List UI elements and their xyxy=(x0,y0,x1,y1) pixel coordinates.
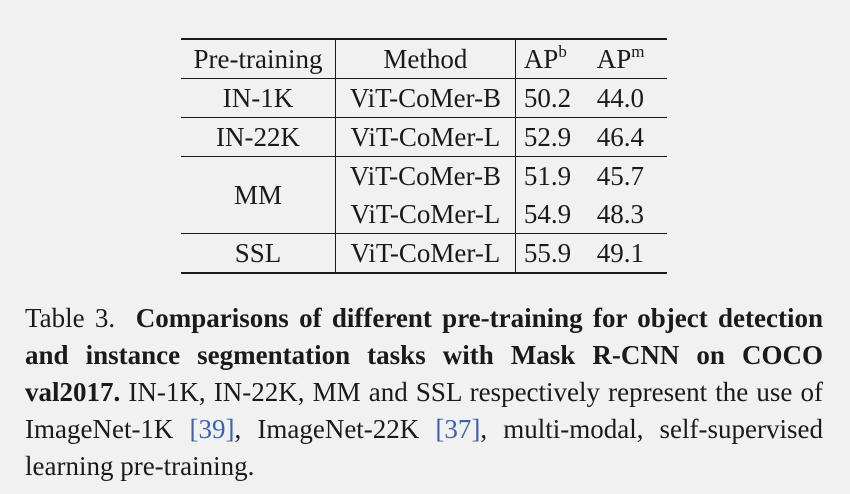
header-pretraining: Pre-training xyxy=(181,39,336,79)
cell-method: ViT-CoMer-L xyxy=(335,195,516,234)
caption-text: , ImageNet-22K xyxy=(234,414,420,444)
header-apm-base: AP xyxy=(596,43,632,74)
citation-link[interactable]: [37] xyxy=(435,414,481,444)
cell-pretraining: SSL xyxy=(181,233,336,273)
cell-method: ViT-CoMer-L xyxy=(335,117,516,157)
header-method: Method xyxy=(335,39,516,79)
caption-text: , multi-modal, self-supervised learning … xyxy=(25,414,823,481)
cell-apm: 46.4 xyxy=(596,121,645,152)
results-table: Pre-training Method APb APm IN-1K ViT-Co… xyxy=(181,38,667,274)
table-caption: Table 3. Comparisons of different pre-tr… xyxy=(25,300,823,485)
cell-apm: 44.0 xyxy=(596,82,645,113)
table-row: ViT-CoMer-L 54.9 48.3 xyxy=(181,195,667,234)
header-apb: APb xyxy=(515,39,596,79)
cell-apm: 48.3 xyxy=(596,198,645,229)
caption-text: IN-1K, IN-22K, MM and SSL respectively r… xyxy=(25,377,823,444)
header-apm: APm xyxy=(597,39,667,79)
cell-apb: 54.9 xyxy=(523,198,572,229)
header-apb-base: AP xyxy=(523,43,559,74)
table-row: MM ViT-CoMer-B 51.9 45.7 xyxy=(181,156,667,234)
header-apm-sup: m xyxy=(631,41,645,61)
results-table-container: Pre-training Method APb APm IN-1K ViT-Co… xyxy=(181,38,667,274)
table-header-row: Pre-training Method APb APm xyxy=(181,39,667,79)
cell-method: ViT-CoMer-B xyxy=(335,156,516,195)
citation-link[interactable]: [39] xyxy=(189,414,235,444)
table-row: SSL ViT-CoMer-L 55.9 49.1 xyxy=(181,233,667,273)
table-row: IN-22K ViT-CoMer-L 52.9 46.4 xyxy=(181,117,667,157)
caption-label: Table 3. xyxy=(25,303,116,333)
cell-apm: 45.7 xyxy=(596,160,645,191)
cell-pretraining: IN-1K xyxy=(181,78,336,118)
cell-pretraining: MM xyxy=(181,156,336,234)
cell-apb: 52.9 xyxy=(523,121,572,152)
caption-bold-title: Comparisons of different pre-training fo… xyxy=(25,303,824,407)
cell-method: ViT-CoMer-L xyxy=(335,233,516,273)
cell-apb: 51.9 xyxy=(523,160,572,191)
cell-apm: 49.1 xyxy=(596,237,645,268)
cell-method: ViT-CoMer-B xyxy=(335,78,516,118)
cell-pretraining: IN-22K xyxy=(181,117,336,157)
table-row: IN-1K ViT-CoMer-B 50.2 44.0 xyxy=(181,78,667,118)
cell-apb: 50.2 xyxy=(523,82,572,113)
header-apb-sup: b xyxy=(558,41,567,61)
cell-apb: 55.9 xyxy=(523,237,572,268)
